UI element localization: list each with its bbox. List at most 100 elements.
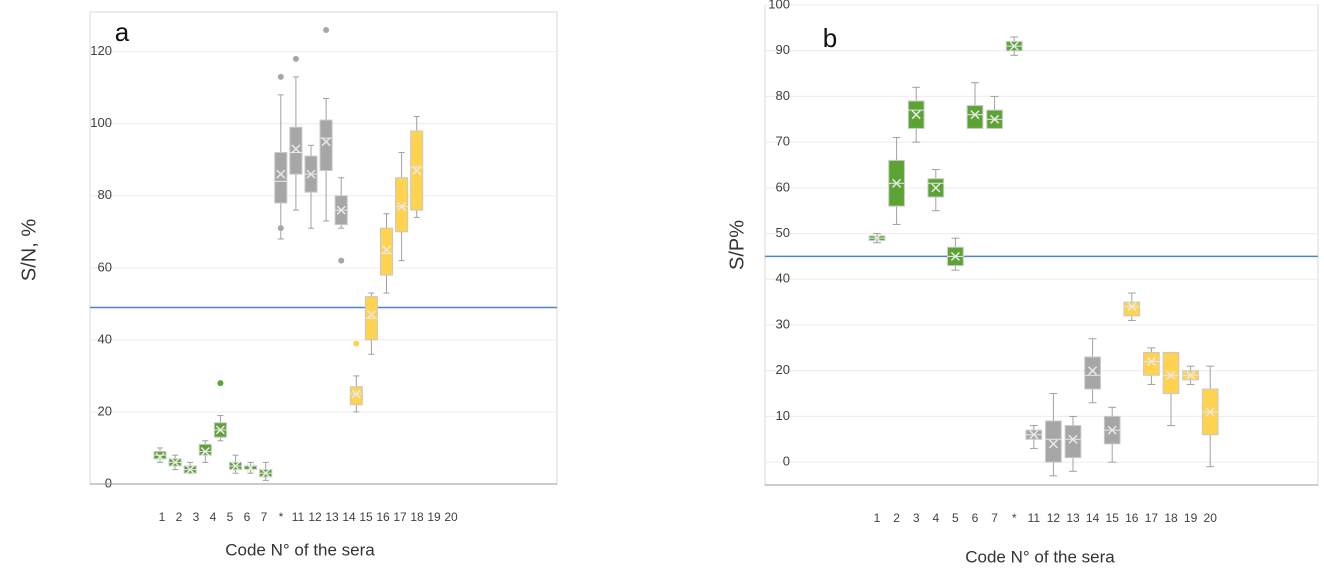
x-tick-label: 7 <box>991 511 998 525</box>
mean-marker <box>1166 370 1176 380</box>
mean-marker <box>200 447 210 457</box>
x-tick-label: 17 <box>1145 511 1159 525</box>
box <box>1123 301 1141 317</box>
outlier <box>217 380 224 387</box>
y-tick-label: 20 <box>98 403 112 418</box>
x-tick-label: 15 <box>1106 511 1120 525</box>
box <box>289 126 303 175</box>
y-tick-label: 40 <box>98 331 112 346</box>
mean-marker <box>1048 439 1058 449</box>
mean-marker <box>1068 434 1078 444</box>
x-tick-label: 18 <box>410 510 424 524</box>
mean-marker <box>215 425 225 435</box>
x-tick-label: 16 <box>376 510 390 524</box>
plot-frame <box>764 4 1319 486</box>
mean-marker <box>276 169 286 179</box>
outlier <box>277 73 284 80</box>
mean-marker <box>170 457 180 467</box>
mean-marker <box>872 233 882 243</box>
x-tick-label: 1 <box>159 510 166 524</box>
x-tick-label: 3 <box>913 511 920 525</box>
x-tick-label: 20 <box>444 510 458 524</box>
mean-marker <box>336 205 346 215</box>
mean-marker <box>1029 430 1039 440</box>
box <box>1064 425 1082 459</box>
mean-marker <box>155 452 165 462</box>
y-tick-label: 100 <box>90 115 112 130</box>
mean-marker <box>1107 425 1117 435</box>
x-tick-label: 6 <box>972 511 979 525</box>
mean-marker <box>931 183 941 193</box>
x-tick-label: 15 <box>359 510 373 524</box>
mean-marker <box>911 110 921 120</box>
mean-marker <box>366 310 376 320</box>
y-axis-title: S/N, % <box>18 219 40 281</box>
mean-marker <box>1127 302 1137 312</box>
box <box>1084 356 1101 390</box>
mean-marker <box>351 389 361 399</box>
x-tick-label: * <box>1012 511 1017 525</box>
outlier <box>353 340 360 347</box>
mean-marker <box>246 463 256 473</box>
outlier <box>292 55 299 62</box>
x-tick-label: 19 <box>1184 511 1198 525</box>
x-tick-label: 5 <box>227 510 234 524</box>
x-tick-label: 1 <box>874 511 881 525</box>
box <box>349 386 363 406</box>
box <box>274 152 288 204</box>
mean-marker <box>397 202 407 212</box>
x-tick-label: 14 <box>1086 511 1100 525</box>
y-tick-label: 120 <box>90 43 112 58</box>
y-tick-label: 90 <box>776 42 790 57</box>
x-tick-label: 13 <box>1066 511 1080 525</box>
mean-marker <box>321 137 331 147</box>
box <box>1162 351 1180 395</box>
x-tick-label: 4 <box>932 511 939 525</box>
mean-marker <box>261 468 271 478</box>
x-tick-label: 13 <box>325 510 339 524</box>
panel-label: b <box>823 23 837 53</box>
x-tick-label: 12 <box>308 510 322 524</box>
mean-marker <box>892 178 902 188</box>
box <box>319 119 333 172</box>
mean-marker <box>990 114 1000 124</box>
x-axis-title: Code N° of the sera <box>225 540 375 559</box>
y-tick-label: 100 <box>768 0 790 11</box>
x-tick-label: 17 <box>393 510 407 524</box>
x-tick-label: * <box>279 510 284 524</box>
x-tick-label: 2 <box>176 510 183 524</box>
y-tick-label: 0 <box>105 475 112 490</box>
mean-marker <box>185 465 195 475</box>
x-tick-label: 5 <box>952 511 959 525</box>
box <box>198 443 212 456</box>
mean-marker <box>291 144 301 154</box>
mean-marker <box>412 166 422 176</box>
x-tick-label: 14 <box>342 510 356 524</box>
mean-marker <box>950 251 960 261</box>
y-tick-label: 40 <box>776 271 790 286</box>
y-tick-label: 0 <box>783 454 790 469</box>
x-tick-label: 4 <box>210 510 217 524</box>
mean-marker <box>1088 366 1098 376</box>
y-tick-label: 70 <box>776 134 790 149</box>
box <box>1143 351 1160 376</box>
mean-marker <box>1205 407 1215 417</box>
x-tick-label: 7 <box>261 510 268 524</box>
x-tick-label: 16 <box>1125 511 1139 525</box>
x-tick-label: 11 <box>292 510 305 524</box>
mean-marker <box>1146 357 1156 367</box>
y-tick-label: 60 <box>776 179 790 194</box>
y-tick-label: 20 <box>776 362 790 377</box>
box <box>1045 420 1062 463</box>
y-tick-label: 60 <box>98 259 112 274</box>
x-tick-label: 11 <box>1028 511 1041 525</box>
plot-frame <box>89 11 558 485</box>
box <box>379 227 394 276</box>
mean-marker <box>230 461 241 471</box>
y-tick-label: 50 <box>776 225 790 240</box>
mean-marker <box>970 110 980 120</box>
x-tick-label: 2 <box>893 511 900 525</box>
x-tick-label: 3 <box>193 510 200 524</box>
y-tick-label: 80 <box>98 187 112 202</box>
